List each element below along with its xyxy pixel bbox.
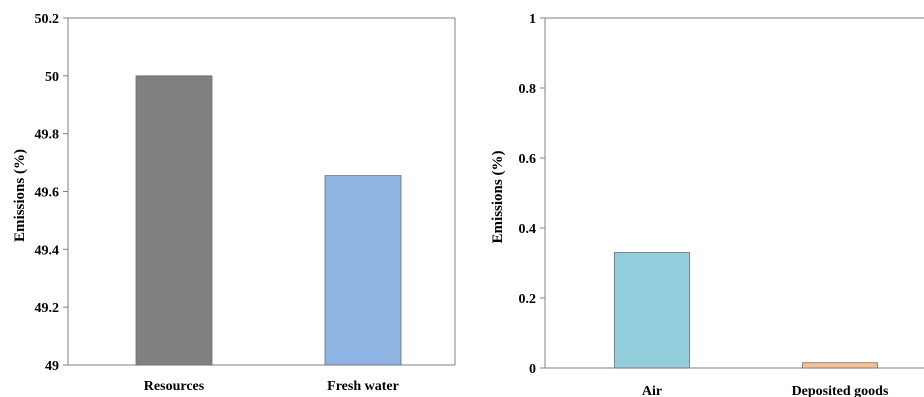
y-tick-label: 50	[45, 70, 59, 85]
y-tick-label: 0.6	[519, 152, 537, 167]
y-axis-title: Emissions (%)	[490, 151, 506, 244]
y-tick-label: 50.2	[35, 12, 60, 27]
chart-resources-fresh-water: 49 49.2 49.4 49.6 49.8 50 50.2 Resources Fresh w…	[12, 12, 456, 394]
y-tick-label: 0	[529, 362, 536, 377]
y-tick-label: 0.8	[519, 82, 537, 97]
y-axis-title: Emissions (%)	[12, 149, 28, 242]
bar-deposited-goods	[802, 362, 878, 369]
x-category-label: Deposited goods	[792, 384, 889, 397]
y-tick-label: 49.6	[35, 186, 60, 201]
y-tick-label: 49.4	[35, 243, 60, 258]
y-tick-label: 49.2	[35, 301, 60, 316]
y-tick-label: 0.4	[519, 222, 537, 237]
x-category-label: Air	[642, 384, 662, 397]
bar-fresh-water	[324, 175, 402, 366]
y-tick-label: 49	[45, 359, 59, 374]
chart-air-deposited-goods: 0 0.2 0.4 0.6 0.8 1 Air Deposited goods Emission…	[490, 12, 924, 397]
y-tick-label: 0.2	[519, 292, 537, 307]
bar-resources	[135, 75, 213, 366]
y-tick-label: 1	[529, 12, 536, 27]
x-category-label: Fresh water	[327, 379, 399, 394]
y-tick-label: 49.8	[35, 128, 60, 143]
bar-air	[614, 252, 690, 369]
x-category-label: Resources	[144, 379, 205, 394]
